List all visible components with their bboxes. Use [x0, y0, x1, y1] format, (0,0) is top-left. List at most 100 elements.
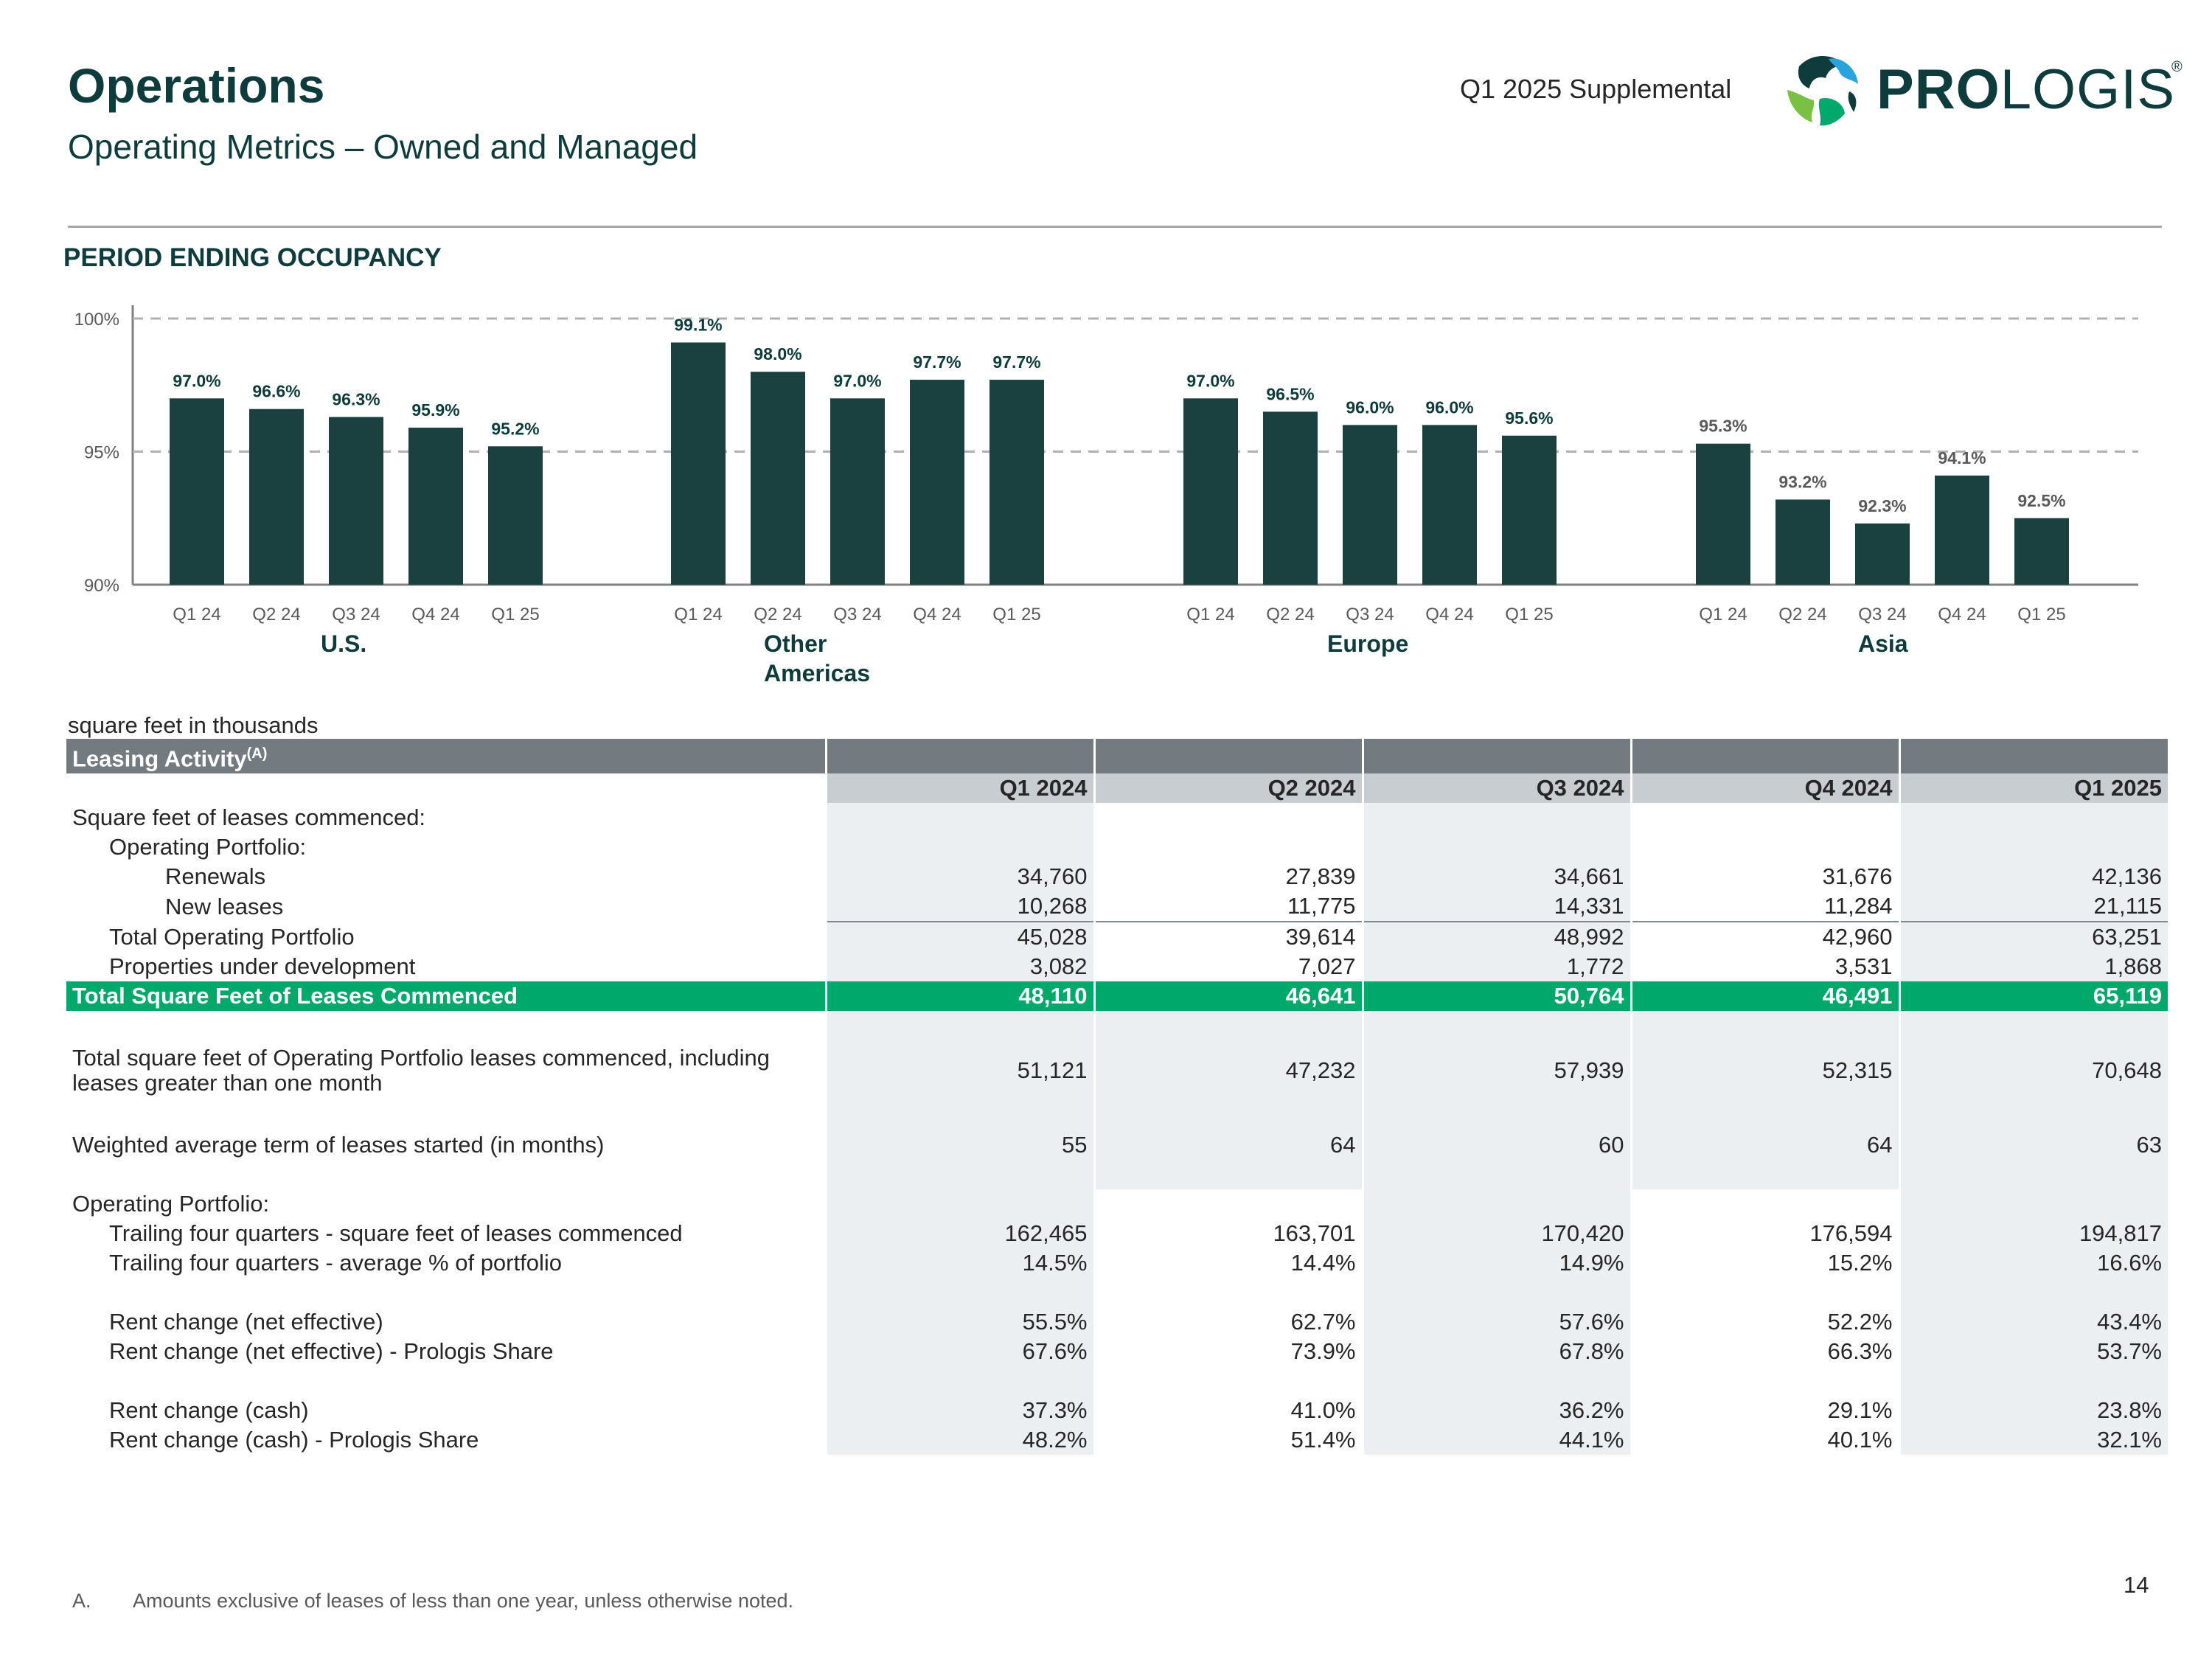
cell: 41.0% — [1093, 1396, 1363, 1426]
cell: 10,268 — [824, 891, 1094, 923]
x-tick-label: Q2 24 — [1266, 605, 1314, 625]
cell: 162,465 — [824, 1219, 1094, 1249]
cell: 46,491 — [1630, 981, 1899, 1012]
table-row: Trailing four quarters - average % of po… — [66, 1248, 2168, 1279]
bar — [671, 342, 726, 585]
cell: 14.9% — [1361, 1248, 1631, 1279]
cell: 44.1% — [1361, 1425, 1631, 1455]
cell: 66.3% — [1630, 1337, 1899, 1367]
x-tick-label: Q1 24 — [1186, 605, 1234, 625]
bar — [990, 380, 1044, 585]
data-label: 97.7% — [913, 352, 961, 372]
cell: 57,939 — [1361, 1040, 1631, 1102]
cell: 52.2% — [1630, 1307, 1899, 1338]
cell: 67.8% — [1361, 1337, 1631, 1367]
cell: 60 — [1361, 1130, 1631, 1161]
row-label: Rent change (cash) — [109, 1397, 309, 1424]
data-label: 95.2% — [491, 419, 539, 438]
cell: 14.4% — [1093, 1248, 1363, 1279]
header-divider — [68, 226, 2162, 228]
row-label: Total Operating Portfolio — [109, 923, 355, 950]
spacer-row — [66, 1278, 2168, 1308]
data-label: 96.5% — [1266, 384, 1314, 403]
cell: 52,315 — [1630, 1040, 1899, 1102]
section-title: Leasing Activity(A) — [66, 739, 826, 774]
row-label: Properties under development — [109, 953, 416, 980]
row-label: Total Square Feet of Leases Commenced — [66, 981, 826, 1012]
x-tick-label: Q4 24 — [913, 605, 961, 625]
bar — [910, 380, 964, 585]
cell: 64 — [1093, 1130, 1363, 1161]
cell: 7,027 — [1093, 952, 1363, 982]
x-tick-label: Q4 24 — [1425, 605, 1473, 625]
leasing-activity-table: Leasing Activity(A) Q1 2024 Q2 2024 Q3 2… — [66, 739, 2168, 1455]
cell: 21,115 — [1898, 891, 2168, 923]
logo-bold-part: PRO — [1877, 58, 2000, 121]
cell: 39,614 — [1093, 922, 1363, 953]
bar — [1263, 411, 1318, 585]
cell: 43.4% — [1898, 1307, 2168, 1338]
x-tick-label: Q2 24 — [1778, 605, 1826, 625]
cell: 3,082 — [824, 952, 1094, 982]
cell: 45,028 — [824, 922, 1094, 953]
spacer-row — [66, 1011, 2168, 1041]
x-tick-label: Q1 25 — [1505, 605, 1553, 625]
data-label: 96.0% — [1425, 397, 1473, 417]
y-tick-label: 90% — [84, 576, 119, 596]
occupancy-chart: 100% 95% 90% 97.0% Q1 24 96.6% Q2 24 96.3% Q3 24… — [74, 305, 2138, 686]
column-header-row: Q1 2024 Q2 2024 Q3 2024 Q4 2024 Q1 2025 — [66, 773, 2168, 804]
cell: 34,760 — [824, 862, 1094, 892]
page-title: Operations — [68, 58, 325, 113]
occupancy-heading: PERIOD ENDING OCCUPANCY — [63, 243, 442, 272]
cell: 63,251 — [1898, 922, 2168, 953]
cell: 1,772 — [1361, 952, 1631, 982]
bar — [2014, 518, 2069, 585]
x-tick-label: Q1 25 — [992, 605, 1040, 625]
bar — [1343, 425, 1397, 585]
cell: 57.6% — [1361, 1307, 1631, 1338]
cell: 70,648 — [1898, 1040, 2168, 1102]
prologis-wordmark: PROLOGIS — [1877, 58, 2175, 122]
table-row: Total square feet of Operating Portfolio… — [66, 1040, 2168, 1102]
bar — [1855, 523, 1910, 585]
cell: 11,284 — [1630, 891, 1899, 923]
cell: 23.8% — [1898, 1396, 2168, 1426]
cell: 48,110 — [824, 981, 1094, 1012]
cell: 62.7% — [1093, 1307, 1363, 1338]
bar — [249, 408, 304, 585]
cell: 47,232 — [1093, 1040, 1363, 1102]
cell: 65,119 — [1898, 981, 2168, 1012]
cell: 1,868 — [1898, 952, 2168, 982]
x-tick-label: Q1 25 — [491, 605, 539, 625]
data-label: 95.9% — [411, 400, 459, 420]
row-label: Rent change (net effective) - Prologis S… — [109, 1338, 554, 1365]
cell: 64 — [1630, 1130, 1899, 1161]
bar — [1696, 443, 1750, 585]
cell: 15.2% — [1630, 1248, 1899, 1279]
cell: 73.9% — [1093, 1337, 1363, 1367]
row-label: Weighted average term of leases started … — [72, 1132, 605, 1158]
cell: 63 — [1898, 1130, 2168, 1161]
cell: 46,641 — [1093, 981, 1363, 1012]
cell: 29.1% — [1630, 1396, 1899, 1426]
data-label: 93.2% — [1778, 472, 1826, 491]
cell: 194,817 — [1898, 1219, 2168, 1249]
column-header: Q4 2024 — [1630, 773, 1899, 804]
column-header: Q2 2024 — [1093, 773, 1363, 804]
cell: 176,594 — [1630, 1219, 1899, 1249]
x-tick-label: Q3 24 — [1346, 605, 1394, 625]
cell: 14.5% — [824, 1248, 1094, 1279]
cell: 48,992 — [1361, 922, 1631, 953]
row-label: Rent change (cash) - Prologis Share — [109, 1427, 479, 1453]
table-row: Weighted average term of leases started … — [66, 1130, 2168, 1161]
section-title-sup: (A) — [246, 745, 268, 762]
data-label: 96.3% — [332, 390, 380, 409]
column-header: Q1 2025 — [1898, 773, 2168, 804]
data-label: 97.0% — [833, 371, 881, 390]
bar — [1422, 425, 1477, 585]
bar — [1502, 435, 1557, 585]
table-row: Operating Portfolio: — [66, 832, 2168, 863]
spacer-row — [66, 1366, 2168, 1397]
group-label: Asia — [1858, 630, 1908, 657]
data-label: 97.7% — [992, 352, 1040, 372]
